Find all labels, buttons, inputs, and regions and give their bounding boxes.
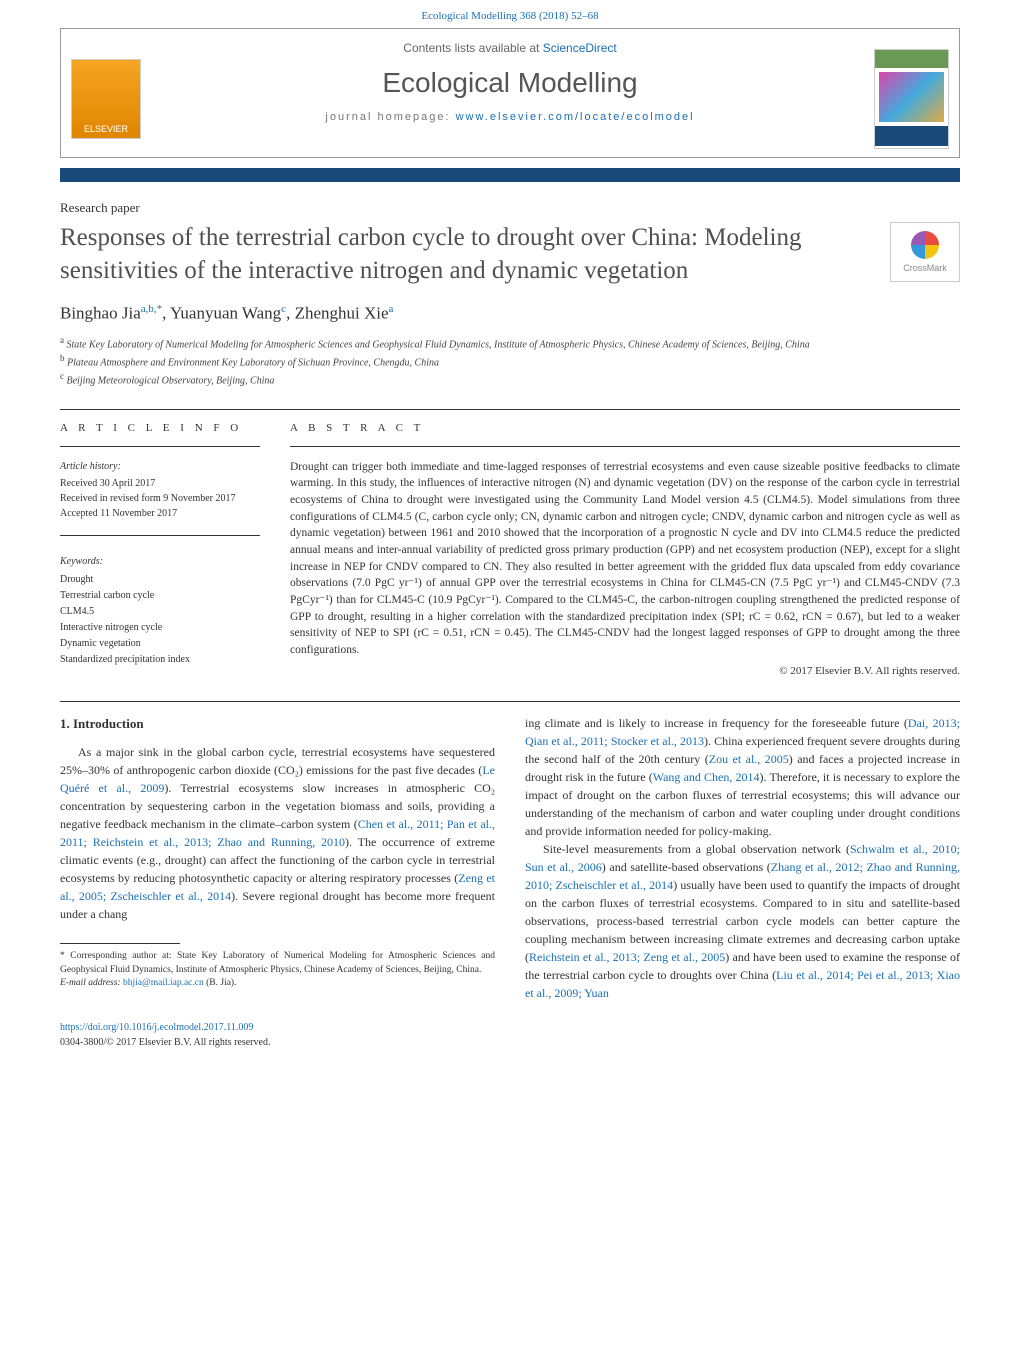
author-sep2: , Zhenghui Xie	[286, 304, 388, 323]
keyword-4: Interactive nitrogen cycle	[60, 620, 260, 636]
cite-zou[interactable]: Zou et al., 2005	[709, 752, 789, 766]
footnote-rule	[60, 943, 180, 944]
author-1-affil[interactable]: a,b,	[141, 303, 157, 315]
paper-type-label: Research paper	[60, 200, 960, 216]
affiliations-block: a State Key Laboratory of Numerical Mode…	[60, 334, 960, 389]
keyword-6: Standardized precipitation index	[60, 652, 260, 668]
abstract-column: a b s t r a c t Drought can trigger both…	[290, 422, 960, 677]
history-received: Received 30 April 2017	[60, 476, 260, 491]
author-3-affil[interactable]: a	[389, 303, 394, 315]
homepage-prefix: journal homepage:	[325, 111, 455, 123]
keywords-rule	[60, 535, 260, 536]
doi-link[interactable]: https://doi.org/10.1016/j.ecolmodel.2017…	[60, 1022, 253, 1033]
history-accepted: Accepted 11 November 2017	[60, 506, 260, 521]
col2-para-2: Site-level measurements from a global ob…	[525, 840, 960, 1002]
paper-title: Responses of the terrestrial carbon cycl…	[60, 222, 890, 287]
article-info-column: a r t i c l e i n f o Article history: R…	[60, 422, 260, 677]
corresponding-author-footnote: * Corresponding author at: State Key Lab…	[60, 950, 495, 990]
author-1: Binghao Jia	[60, 304, 141, 323]
issn-copyright: 0304-3800/© 2017 Elsevier B.V. All right…	[60, 1037, 270, 1048]
keywords-label: Keywords:	[60, 554, 260, 570]
abstract-rule	[290, 446, 960, 447]
keyword-3: CLM4.5	[60, 604, 260, 620]
affiliation-c: c Beijing Meteorological Observatory, Be…	[60, 370, 960, 388]
crossmark-label: CrossMark	[903, 263, 947, 273]
header-divider-bar	[60, 168, 960, 182]
affiliation-a: a State Key Laboratory of Numerical Mode…	[60, 334, 960, 352]
abstract-copyright: © 2017 Elsevier B.V. All rights reserved…	[290, 665, 960, 677]
section-rule-bottom	[60, 701, 960, 702]
section-1-heading: 1. Introduction	[60, 714, 495, 734]
contents-prefix: Contents lists available at	[403, 41, 542, 55]
journal-cover-thumbnail	[874, 49, 949, 149]
contents-available-line: Contents lists available at ScienceDirec…	[181, 41, 839, 55]
cite-wang-chen[interactable]: Wang and Chen, 2014	[653, 770, 760, 784]
citation-link[interactable]: Ecological Modelling 368 (2018) 52–68	[421, 10, 598, 22]
journal-title: Ecological Modelling	[181, 67, 839, 99]
body-two-column: 1. Introduction As a major sink in the g…	[60, 714, 960, 1050]
affiliation-b: b Plateau Atmosphere and Environment Key…	[60, 352, 960, 370]
journal-header-box: ELSEVIER Contents lists available at Sci…	[60, 28, 960, 158]
journal-homepage-link[interactable]: www.elsevier.com/locate/ecolmodel	[456, 111, 695, 123]
history-revised: Received in revised form 9 November 2017	[60, 491, 260, 506]
keyword-5: Dynamic vegetation	[60, 636, 260, 652]
sciencedirect-link[interactable]: ScienceDirect	[543, 41, 617, 55]
info-rule	[60, 446, 260, 447]
author-list: Binghao Jiaa,b,*, Yuanyuan Wangc, Zhengh…	[60, 303, 960, 324]
crossmark-badge[interactable]: CrossMark	[890, 222, 960, 282]
journal-homepage-line: journal homepage: www.elsevier.com/locat…	[181, 111, 839, 123]
intro-para-1: As a major sink in the global carbon cyc…	[60, 743, 495, 923]
col2-para-1: ing climate and is likely to increase in…	[525, 714, 960, 840]
email-link[interactable]: bhjia@mail.iap.ac.cn	[123, 978, 204, 988]
keyword-2: Terrestrial carbon cycle	[60, 588, 260, 604]
author-sep: , Yuanyuan Wang	[162, 304, 281, 323]
section-rule-top	[60, 409, 960, 410]
history-label: Article history:	[60, 459, 260, 474]
elsevier-logo-text: ELSEVIER	[84, 124, 128, 134]
abstract-heading: a b s t r a c t	[290, 422, 960, 434]
cite-reichstein[interactable]: Reichstein et al., 2013; Zeng et al., 20…	[529, 950, 725, 964]
crossmark-icon	[911, 231, 939, 259]
doi-footer: https://doi.org/10.1016/j.ecolmodel.2017…	[60, 1020, 495, 1050]
article-info-heading: a r t i c l e i n f o	[60, 422, 260, 434]
abstract-text: Drought can trigger both immediate and t…	[290, 459, 960, 659]
article-history: Article history: Received 30 April 2017 …	[60, 459, 260, 521]
top-citation-link: Ecological Modelling 368 (2018) 52–68	[0, 0, 1020, 28]
elsevier-logo: ELSEVIER	[71, 59, 141, 139]
keyword-1: Drought	[60, 572, 260, 588]
keywords-block: Keywords: Drought Terrestrial carbon cyc…	[60, 554, 260, 668]
